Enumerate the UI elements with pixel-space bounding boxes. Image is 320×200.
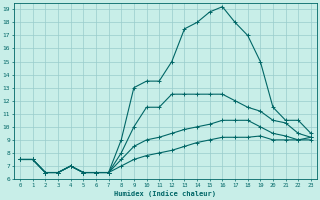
X-axis label: Humidex (Indice chaleur): Humidex (Indice chaleur): [115, 190, 217, 197]
